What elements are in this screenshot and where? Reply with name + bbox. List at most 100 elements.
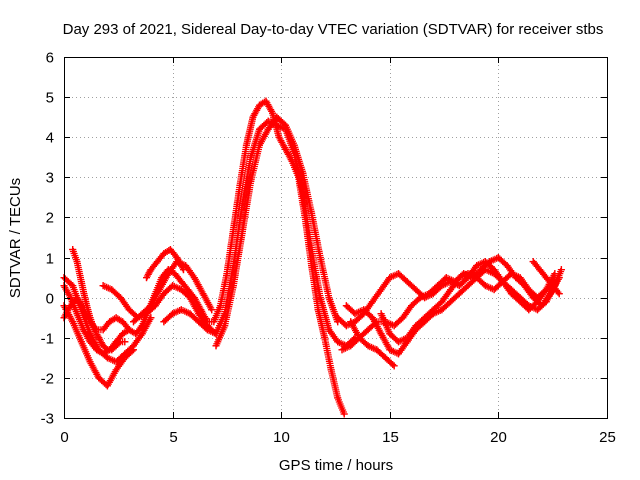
series-track-8 — [69, 246, 129, 354]
data-point — [316, 294, 324, 302]
data-point — [377, 310, 385, 318]
chart-title: Day 293 of 2021, Sidereal Day-to-day VTE… — [63, 21, 604, 38]
data-point — [164, 270, 172, 278]
data-point — [177, 286, 185, 294]
data-point — [186, 294, 194, 302]
data-point — [360, 306, 368, 314]
data-point — [116, 294, 124, 302]
data-point — [536, 266, 544, 274]
data-point — [73, 294, 81, 302]
data-point — [412, 322, 420, 330]
data-point — [481, 282, 489, 290]
data-point — [321, 334, 329, 342]
data-point — [103, 382, 111, 390]
data-point — [186, 310, 194, 318]
data-point — [99, 342, 107, 350]
data-point — [90, 326, 98, 334]
data-point — [247, 177, 255, 185]
data-point — [95, 374, 103, 382]
data-point — [67, 294, 75, 302]
data-point — [425, 290, 433, 298]
y-axis-label: SDTVAR / TECUs — [7, 178, 24, 298]
data-point — [403, 278, 411, 286]
data-point — [557, 266, 565, 274]
data-point — [99, 350, 107, 358]
data-point — [429, 306, 437, 314]
data-point — [442, 274, 450, 282]
data-point — [334, 314, 342, 322]
y-tick-label: 0 — [46, 291, 54, 308]
data-point — [138, 322, 146, 330]
y-tick-label: 6 — [46, 50, 54, 67]
data-point — [179, 266, 187, 274]
data-point — [247, 153, 255, 161]
data-point — [242, 141, 250, 149]
data-point — [132, 330, 140, 338]
plot-frame — [64, 57, 608, 419]
data-point — [529, 258, 537, 266]
series-track-14 — [347, 318, 398, 370]
y-tick-label: -1 — [41, 331, 54, 348]
data-point — [490, 286, 498, 294]
data-point — [473, 262, 481, 270]
data-point — [325, 326, 333, 334]
data-point — [525, 306, 533, 314]
data-point — [169, 310, 177, 318]
data-point — [130, 318, 138, 326]
data-point — [108, 286, 116, 294]
data-point — [99, 282, 107, 290]
series-track-6 — [143, 246, 187, 282]
x-tick-label: 5 — [169, 429, 177, 446]
data-point — [273, 113, 281, 121]
data-point — [86, 314, 94, 322]
data-point — [386, 274, 394, 282]
data-point — [308, 246, 316, 254]
data-point — [108, 346, 116, 354]
data-point — [190, 274, 198, 282]
data-point — [255, 141, 263, 149]
series-track-2 — [60, 302, 138, 390]
x-axis-label: GPS time / hours — [279, 457, 393, 474]
data-point — [160, 318, 168, 326]
tick-layer: 0 5 10 15 20 25 -3 -2 -1 0 1 2 3 4 5 6 — [41, 50, 616, 447]
data-point — [119, 318, 127, 326]
series-track-10 — [212, 113, 342, 350]
data-point — [221, 322, 229, 330]
data-point — [290, 141, 298, 149]
data-point — [381, 354, 389, 362]
data-point — [106, 318, 114, 326]
data-point — [368, 298, 376, 306]
data-point — [143, 274, 151, 282]
data-point — [264, 117, 272, 125]
data-point — [69, 246, 77, 254]
data-point — [121, 354, 129, 362]
data-point — [95, 334, 103, 342]
data-point — [73, 258, 81, 266]
data-point — [103, 354, 111, 362]
y-tick-label: -3 — [41, 411, 54, 428]
data-point — [394, 270, 402, 278]
data-point — [119, 330, 127, 338]
data-point — [249, 113, 257, 121]
data-point — [325, 294, 333, 302]
data-point — [130, 346, 138, 354]
data-point — [473, 274, 481, 282]
data-point — [255, 125, 263, 133]
data-point — [486, 258, 494, 266]
data-point — [112, 342, 120, 350]
y-tick-label: 2 — [46, 210, 54, 227]
data-point — [555, 290, 563, 298]
data-point — [434, 282, 442, 290]
data-point — [464, 282, 472, 290]
data-point — [86, 358, 94, 366]
data-point — [316, 254, 324, 262]
data-point — [299, 169, 307, 177]
data-point — [377, 286, 385, 294]
data-point — [551, 270, 559, 278]
series-track-15 — [377, 270, 559, 346]
data-point — [327, 366, 335, 374]
data-point — [364, 342, 372, 350]
series-track-3 — [60, 97, 348, 418]
